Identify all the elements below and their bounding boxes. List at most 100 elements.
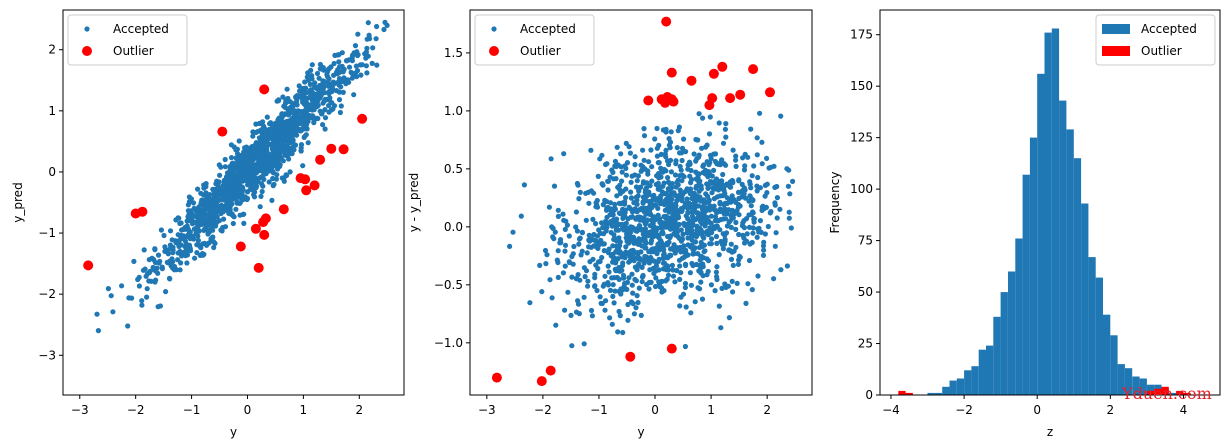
accepted-point [235,151,241,157]
accepted-point [577,235,583,241]
accepted-point [685,216,691,222]
accepted-point [662,207,668,213]
accepted-point [227,196,233,202]
accepted-point [728,256,735,262]
accepted-point [712,207,718,213]
accepted-point [570,261,576,267]
accepted-point [709,236,715,242]
accepted-point [153,268,159,274]
accepted-point [605,178,612,184]
accepted-point [555,213,562,219]
accepted-point [610,259,616,265]
accepted-point [633,305,639,311]
y-axis-label: y - y_pred [407,173,421,232]
accepted-point [245,189,251,195]
outlier-point [315,154,326,165]
accepted-point [573,209,580,215]
accepted-point [746,257,753,264]
outlier-point [253,262,264,273]
accepted-point [273,130,279,136]
accepted-point [568,312,574,318]
x-tick-label: −3 [71,403,89,417]
accepted-point [623,194,629,201]
accepted-point [202,197,208,203]
accepted-point [329,100,335,106]
accepted-point [317,82,323,89]
accepted-point [144,294,150,300]
outlier-point [643,95,654,106]
accepted-point [703,216,710,222]
outlier-point [259,229,270,240]
accepted-point [588,307,595,314]
accepted-point [566,233,572,239]
outlier-point [235,241,246,252]
accepted-point [290,138,296,145]
accepted-bar [1081,203,1089,395]
accepted-point [711,167,717,173]
accepted-point [95,328,101,334]
accepted-bar [978,349,986,395]
accepted-point [312,80,318,86]
accepted-point [281,175,287,181]
accepted-point [743,216,750,222]
accepted-point [260,183,266,189]
accepted-point [655,205,661,211]
accepted-point [287,169,293,175]
accepted-point [285,152,291,158]
accepted-point [542,247,549,254]
accepted-point [664,276,670,282]
accepted-point [312,84,318,90]
accepted-point [701,162,707,168]
accepted-point [280,158,286,164]
accepted-point [668,129,674,135]
accepted-point [723,121,729,127]
accepted-point [307,81,313,87]
accepted-point [617,313,623,319]
accepted-point [612,288,618,294]
accepted-point [667,157,674,163]
accepted-point [620,211,626,217]
accepted-point [774,195,781,201]
accepted-point [563,218,569,224]
accepted-point [607,200,614,206]
accepted-point [177,248,183,254]
accepted-point [245,182,251,188]
accepted-point [241,220,247,226]
accepted-point [683,252,690,259]
accepted-point [543,261,549,267]
accepted-point [671,190,677,196]
accepted-point [691,199,698,205]
accepted-point [749,239,755,246]
accepted-point [774,215,780,221]
accepted-point [191,205,197,211]
y-tick-label: 1.5 [444,46,463,60]
accepted-bar [1000,292,1008,395]
accepted-point [601,248,607,254]
accepted-point [527,300,533,306]
accepted-point [765,223,771,230]
accepted-point [697,257,703,263]
accepted-point [260,132,266,139]
accepted-point [263,137,269,143]
accepted-point [621,275,627,281]
accepted-point [275,151,281,157]
accepted-point [750,209,756,215]
accepted-point [754,152,760,158]
accepted-point [742,240,748,246]
accepted-point [336,59,342,65]
accepted-bar [1139,378,1147,395]
accepted-point [560,270,567,276]
accepted-point [708,229,714,235]
accepted-point [676,235,682,241]
accepted-point [650,257,656,264]
accepted-point [242,151,249,157]
accepted-point [682,280,689,287]
accepted-point [661,266,667,272]
accepted-point [635,208,641,214]
outlier-point [357,113,368,124]
accepted-point [308,93,314,99]
accepted-point [679,150,685,156]
accepted-point [689,227,695,233]
accepted-point [159,266,165,272]
